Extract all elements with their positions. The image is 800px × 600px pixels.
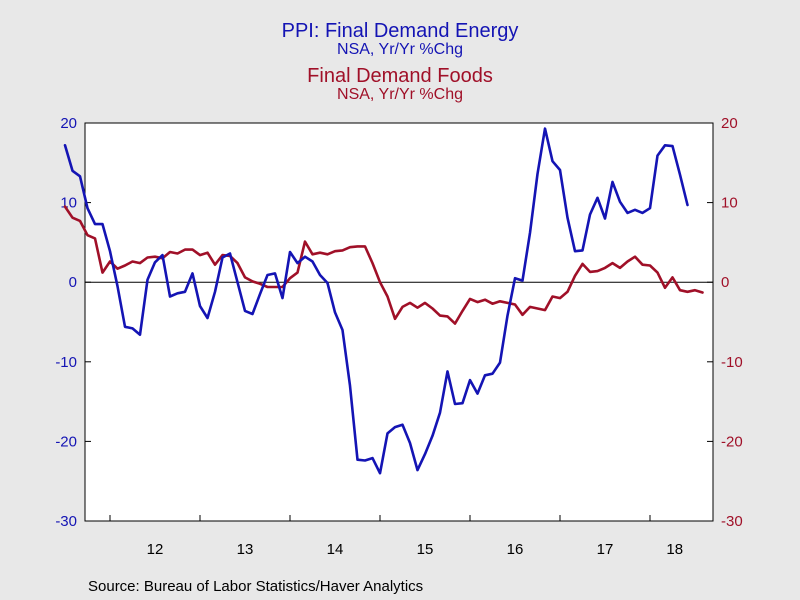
y-left-tick-label: 0	[69, 274, 77, 291]
y-left-tick-label: -10	[55, 354, 77, 371]
series-layer	[63, 127, 704, 475]
foods-title: Final Demand Foods	[307, 65, 493, 87]
plot-area	[84, 122, 714, 522]
foods-subtitle: NSA, Yr/Yr %Chg	[337, 86, 463, 103]
y-left-tick-label: -30	[55, 513, 77, 530]
y-right-tick-label: 20	[721, 115, 738, 132]
x-tick-label: 13	[237, 541, 254, 558]
y-left-tick-label: -20	[55, 433, 77, 450]
y-right-tick-label: 0	[721, 274, 729, 291]
x-tick-label: 15	[417, 541, 434, 558]
energy-series-line	[63, 127, 689, 475]
x-tick-label: 12	[147, 541, 164, 558]
y-left-tick-label: 20	[60, 115, 77, 132]
x-tick-label: 18	[666, 541, 683, 558]
energy-subtitle: NSA, Yr/Yr %Chg	[337, 41, 463, 58]
y-right-tick-label: -10	[721, 354, 743, 371]
y-right-tick-label: -20	[721, 433, 743, 450]
axes-layer: -30 -20 -10 0 10 20 -30 -20 -10 0 10 20 12 13 14 15 16 17…	[55, 115, 742, 558]
source-note: Source: Bureau of Labor Statistics/Haver…	[88, 578, 424, 595]
energy-title: PPI: Final Demand Energy	[281, 20, 519, 42]
y-right-tick-label: 10	[721, 195, 738, 212]
foods-series-line	[63, 205, 704, 325]
x-tick-label: 14	[327, 541, 344, 558]
y-left-tick-label: 10	[60, 195, 77, 212]
x-tick-label: 17	[597, 541, 614, 558]
x-tick-label: 16	[507, 541, 524, 558]
y-right-tick-label: -30	[721, 513, 743, 530]
